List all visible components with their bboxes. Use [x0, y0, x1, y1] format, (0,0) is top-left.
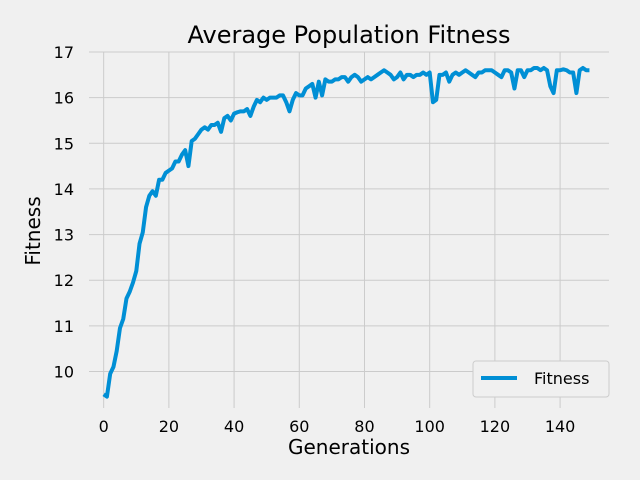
y-tick-label: 12 [54, 271, 74, 290]
y-tick-label: 10 [54, 362, 74, 381]
x-tick-label: 140 [545, 417, 576, 436]
x-tick-label: 20 [159, 417, 179, 436]
legend: Fitness [472, 360, 610, 398]
series-line-fitness [102, 65, 590, 399]
legend-box [472, 360, 610, 398]
x-tick-labels: 0 20 40 60 80 100 120 140 [99, 417, 576, 436]
x-tick-label: 120 [480, 417, 511, 436]
y-tick-label: 13 [54, 226, 74, 245]
x-tick-label: 100 [414, 417, 445, 436]
y-tick-label: 11 [54, 317, 74, 336]
x-tick-label: 40 [224, 417, 244, 436]
y-axis-label: Fitness [21, 196, 45, 265]
y-tick-label: 15 [54, 134, 74, 153]
y-tick-label: 16 [54, 89, 74, 108]
series-layer [102, 65, 590, 399]
y-tick-label: 17 [54, 43, 74, 62]
chart-title: Average Population Fitness [187, 21, 510, 49]
x-tick-label: 60 [289, 417, 309, 436]
y-tick-label: 14 [54, 180, 74, 199]
x-axis-label: Generations [288, 435, 410, 459]
x-tick-label: 0 [99, 417, 109, 436]
grid [89, 51, 609, 408]
legend-label: Fitness [534, 369, 589, 388]
x-tick-label: 80 [354, 417, 374, 436]
y-tick-labels: 10 11 12 13 14 15 16 17 [54, 43, 74, 381]
